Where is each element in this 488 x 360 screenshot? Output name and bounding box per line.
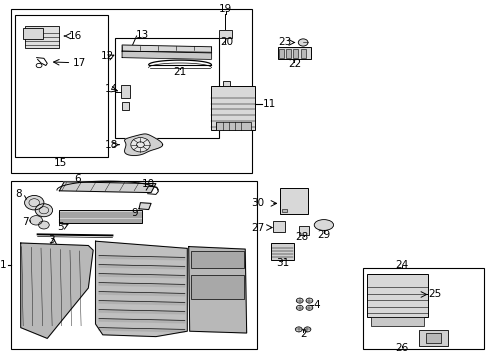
Polygon shape [124,134,163,156]
Bar [299,226,308,235]
Circle shape [24,195,44,210]
Circle shape [35,204,53,217]
Polygon shape [122,45,211,53]
Bar [273,221,285,232]
Text: 12: 12 [101,51,114,61]
Text: 30: 30 [251,198,264,208]
Bar [363,268,483,349]
Circle shape [298,39,307,46]
Bar [418,330,447,346]
Polygon shape [99,265,184,269]
Text: 11: 11 [263,99,276,109]
Polygon shape [99,301,184,305]
Text: 31: 31 [275,258,288,268]
Bar [59,210,142,223]
Text: 4: 4 [313,300,320,310]
Bar [115,38,218,138]
Text: 2: 2 [299,329,306,339]
Text: 6: 6 [74,174,81,184]
Bar [122,102,129,110]
Bar [366,274,427,317]
Polygon shape [139,203,151,210]
Text: 24: 24 [395,260,408,270]
Bar [190,275,243,299]
Polygon shape [99,274,184,278]
Bar [11,181,257,349]
Polygon shape [99,292,184,296]
Bar [222,81,230,86]
Circle shape [305,298,312,303]
Bar [24,26,59,48]
Polygon shape [99,256,184,260]
Bar [216,122,250,130]
Polygon shape [99,319,184,323]
Polygon shape [99,328,184,332]
Polygon shape [122,51,211,59]
Text: 14: 14 [104,84,118,94]
Text: 22: 22 [287,59,301,69]
Bar [370,317,423,326]
Text: 3: 3 [48,235,54,246]
Text: 20: 20 [220,37,233,48]
Text: 1: 1 [0,260,7,270]
Circle shape [39,221,49,229]
Text: 5: 5 [58,222,64,232]
Text: 17: 17 [73,58,86,68]
Bar [218,30,232,38]
Bar [300,49,305,58]
Bar [23,28,43,39]
Text: 23: 23 [278,37,291,48]
Text: 19: 19 [219,4,232,14]
Text: 13: 13 [135,30,148,40]
Circle shape [295,327,302,332]
Polygon shape [20,243,93,338]
Text: 29: 29 [317,230,330,240]
Bar [282,209,286,212]
Text: 9: 9 [131,208,138,219]
Bar [426,333,440,343]
Text: 26: 26 [395,343,408,353]
Circle shape [305,305,312,310]
Text: 15: 15 [54,158,67,168]
Bar [211,86,254,130]
Bar [285,49,290,58]
Text: 18: 18 [105,140,118,150]
Bar [278,47,310,59]
Text: 28: 28 [294,232,308,242]
Text: 7: 7 [22,217,29,228]
Circle shape [304,327,310,332]
Text: 21: 21 [173,67,186,77]
Bar [121,85,130,98]
Polygon shape [99,310,184,314]
Bar [279,49,283,58]
Bar [11,9,252,173]
Text: 16: 16 [68,31,81,41]
Text: 8: 8 [15,189,21,199]
Text: 27: 27 [251,222,264,233]
Bar [270,243,293,260]
Circle shape [296,305,303,310]
Polygon shape [99,283,184,287]
Bar [280,188,308,214]
Text: 10: 10 [142,179,155,189]
Ellipse shape [314,220,333,230]
Circle shape [296,298,303,303]
Polygon shape [188,247,246,333]
Bar [190,251,243,268]
Text: 25: 25 [428,289,441,300]
Bar [293,49,298,58]
Circle shape [30,216,42,225]
Polygon shape [59,182,156,193]
Circle shape [130,138,150,152]
Bar [15,15,107,157]
Polygon shape [95,241,187,337]
